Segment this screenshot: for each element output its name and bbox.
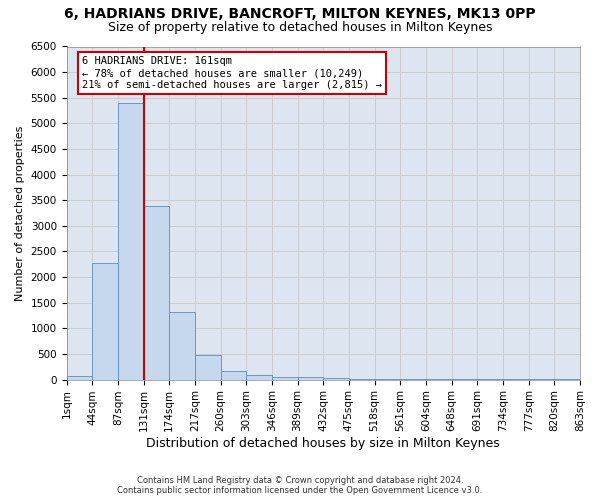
Text: Size of property relative to detached houses in Milton Keynes: Size of property relative to detached ho… xyxy=(108,21,492,34)
Text: 6 HADRIANS DRIVE: 161sqm
← 78% of detached houses are smaller (10,249)
21% of se: 6 HADRIANS DRIVE: 161sqm ← 78% of detach… xyxy=(82,56,382,90)
Bar xyxy=(323,378,349,380)
X-axis label: Distribution of detached houses by size in Milton Keynes: Distribution of detached houses by size … xyxy=(146,437,500,450)
Bar xyxy=(195,355,221,380)
Y-axis label: Number of detached properties: Number of detached properties xyxy=(15,126,25,300)
Text: Contains HM Land Registry data © Crown copyright and database right 2024.
Contai: Contains HM Land Registry data © Crown c… xyxy=(118,476,482,495)
Bar xyxy=(349,378,374,380)
Bar xyxy=(143,206,169,380)
Text: 6, HADRIANS DRIVE, BANCROFT, MILTON KEYNES, MK13 0PP: 6, HADRIANS DRIVE, BANCROFT, MILTON KEYN… xyxy=(64,8,536,22)
Bar xyxy=(118,103,143,380)
Bar xyxy=(221,371,246,380)
Bar xyxy=(272,377,298,380)
Bar xyxy=(374,379,400,380)
Bar xyxy=(298,377,323,380)
Bar xyxy=(246,376,272,380)
Bar xyxy=(92,264,118,380)
Bar xyxy=(67,376,92,380)
Bar xyxy=(169,312,195,380)
